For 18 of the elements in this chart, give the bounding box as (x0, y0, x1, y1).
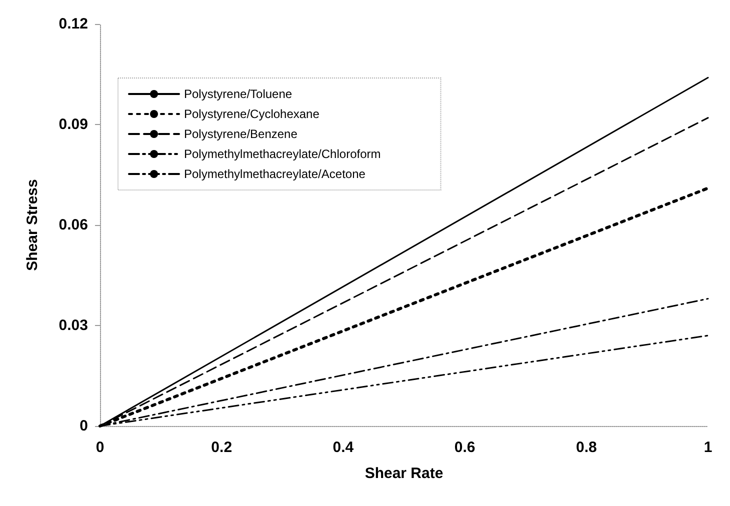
x-tick-label: 0.8 (576, 439, 597, 456)
y-axis-title: Shear Stress (24, 179, 41, 271)
legend-label: Polystyrene/Benzene (184, 127, 298, 141)
legend-label: Polystyrene/Toluene (184, 87, 292, 101)
x-tick-label: 0.2 (211, 439, 232, 456)
y-tick-label: 0 (80, 418, 88, 434)
legend-label: Polymethylmethacreylate/Chloroform (184, 147, 381, 161)
y-tick-label: 0.03 (58, 317, 88, 334)
x-axis-title: Shear Rate (364, 465, 444, 482)
legend-label: Polystyrene/Cyclohexane (184, 107, 320, 121)
x-tick-label: 1 (704, 439, 712, 456)
x-tick-label: 0.6 (454, 439, 476, 456)
y-tick-label: 0.12 (58, 16, 88, 32)
legend-label: Polymethylmethacreylate/Acetone (184, 167, 366, 181)
x-tick-label: 0 (96, 439, 104, 456)
y-tick-label: 0.06 (58, 216, 88, 234)
x-tick-label: 0.4 (332, 439, 354, 456)
y-tick-label: 0.09 (58, 116, 88, 133)
